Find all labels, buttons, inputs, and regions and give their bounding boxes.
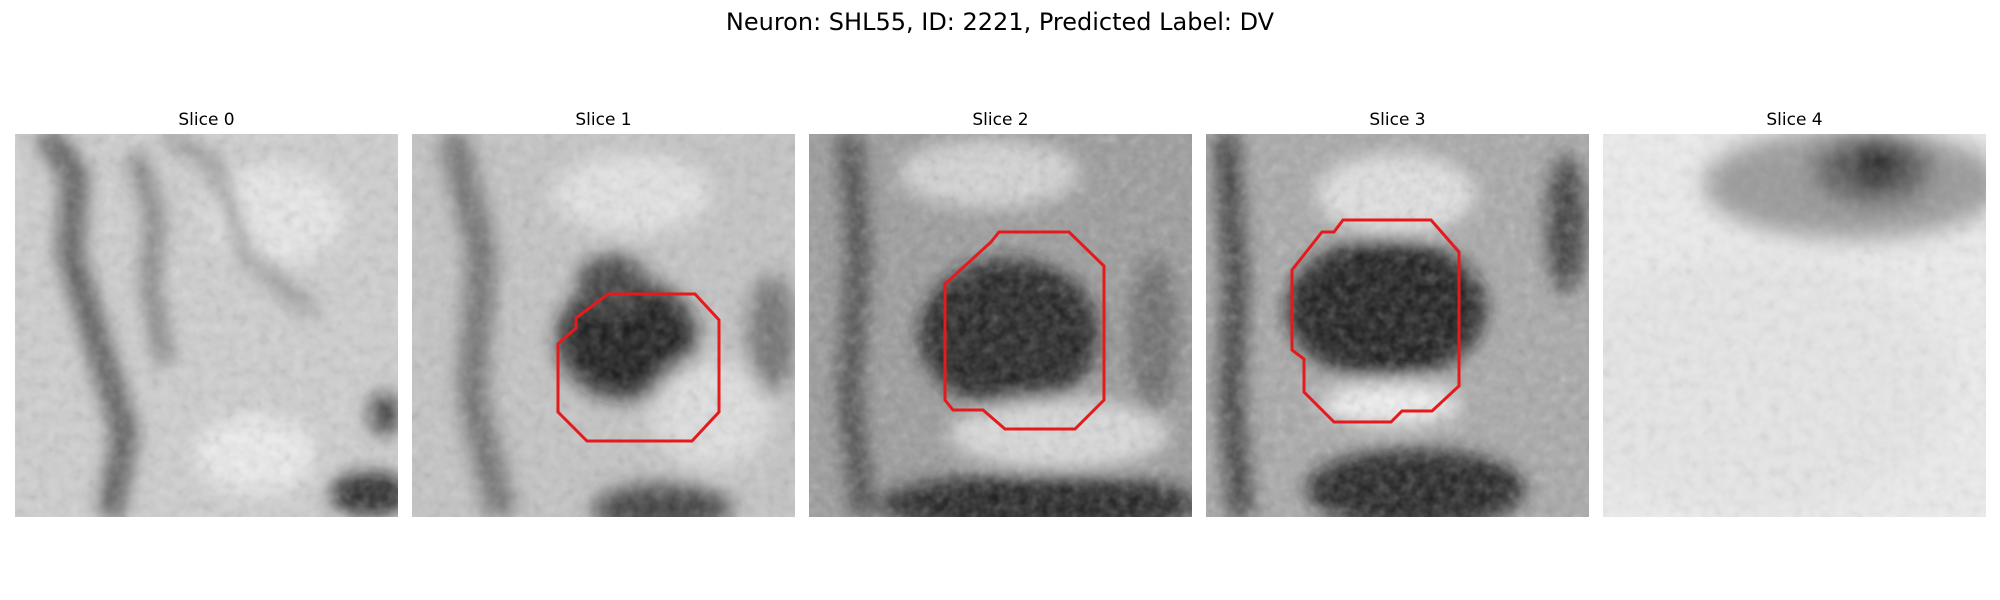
- slice-title-2: Slice 2: [972, 110, 1029, 130]
- slice-title-4: Slice 4: [1766, 110, 1823, 130]
- slice-image-0: [15, 134, 398, 517]
- slice-title-3: Slice 3: [1369, 110, 1426, 130]
- slice-image-3: [1206, 134, 1589, 517]
- slice-image-4: [1603, 134, 1986, 517]
- slice-title-1: Slice 1: [575, 110, 632, 130]
- roi-outline-1: [556, 292, 721, 443]
- slice-image-1: [412, 134, 795, 517]
- slice-title-0: Slice 0: [178, 110, 235, 130]
- roi-outline-3: [1290, 218, 1461, 424]
- roi-outline-2: [943, 230, 1106, 431]
- slice-image-2: [809, 134, 1192, 517]
- figure-title: Neuron: SHL55, ID: 2221, Predicted Label…: [725, 8, 1275, 36]
